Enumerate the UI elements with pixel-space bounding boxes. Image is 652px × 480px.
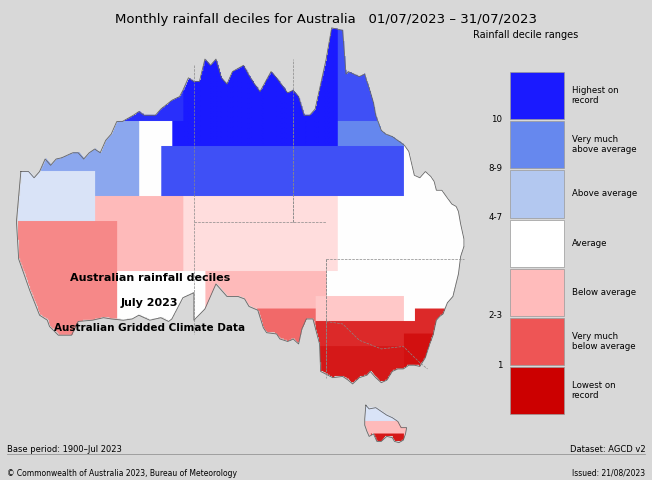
- Bar: [510, 318, 565, 365]
- Text: Monthly rainfall deciles for Australia   01/07/2023 – 31/07/2023: Monthly rainfall deciles for Australia 0…: [115, 13, 537, 26]
- Text: Issued: 21/08/2023: Issued: 21/08/2023: [572, 468, 645, 478]
- Bar: [510, 72, 565, 119]
- Text: 8-9: 8-9: [488, 164, 502, 173]
- Text: Above average: Above average: [572, 190, 637, 198]
- Bar: [510, 121, 565, 168]
- Bar: [510, 367, 565, 414]
- Text: July 2023: July 2023: [121, 298, 179, 308]
- Text: Rainfall decile ranges: Rainfall decile ranges: [473, 30, 578, 40]
- Bar: [510, 269, 565, 316]
- Text: Australian Gridded Climate Data: Australian Gridded Climate Data: [54, 323, 245, 333]
- Text: Lowest on
record: Lowest on record: [572, 382, 615, 400]
- Text: Dataset: AGCD v2: Dataset: AGCD v2: [570, 444, 645, 454]
- Text: Very much
below average: Very much below average: [572, 332, 635, 351]
- Text: Below average: Below average: [572, 288, 636, 297]
- Bar: [510, 219, 565, 267]
- Text: 4-7: 4-7: [488, 213, 502, 222]
- Text: © Commonwealth of Australia 2023, Bureau of Meteorology: © Commonwealth of Australia 2023, Bureau…: [7, 468, 237, 478]
- Text: Highest on
record: Highest on record: [572, 86, 618, 105]
- Text: Australian rainfall deciles: Australian rainfall deciles: [70, 273, 230, 283]
- Bar: [510, 170, 565, 217]
- Text: 2-3: 2-3: [488, 312, 502, 320]
- Text: Average: Average: [572, 239, 607, 248]
- Text: 1: 1: [497, 360, 502, 370]
- Text: Base period: 1900–Jul 2023: Base period: 1900–Jul 2023: [7, 444, 121, 454]
- Text: 10: 10: [492, 115, 502, 124]
- Text: Very much
above average: Very much above average: [572, 135, 636, 154]
